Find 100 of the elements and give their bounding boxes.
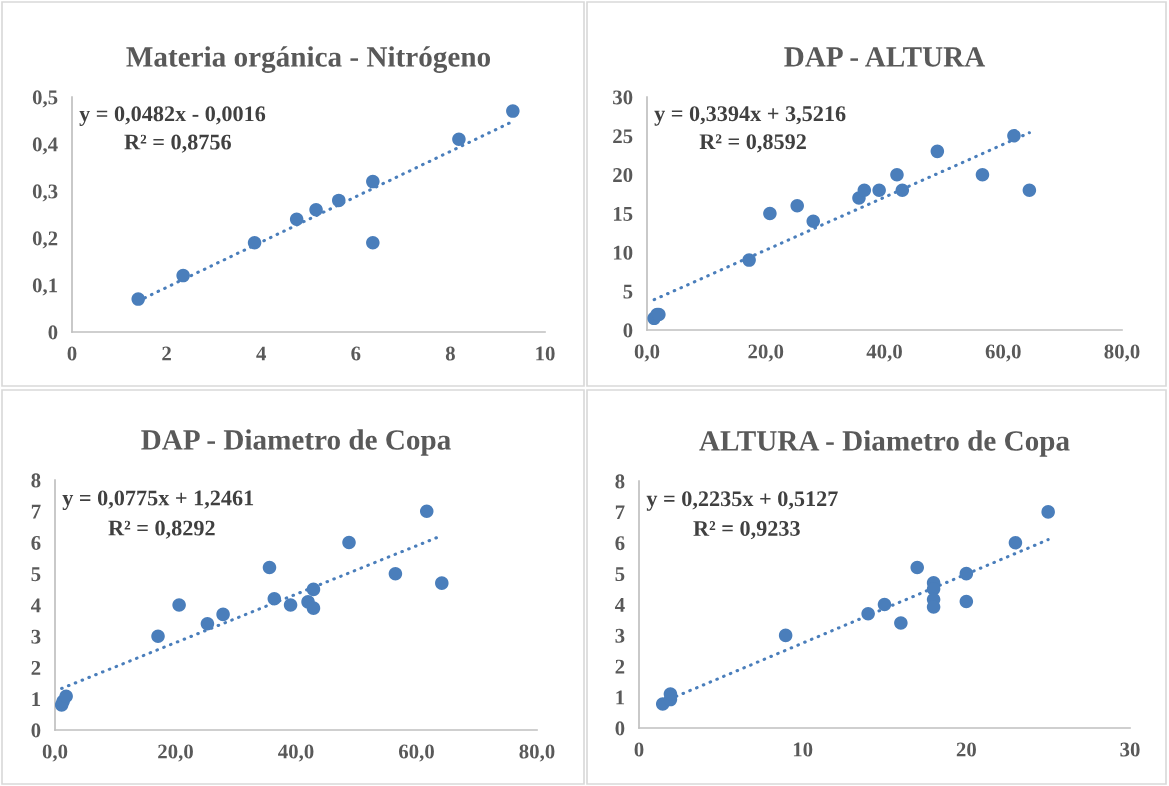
x-tick-label: 0,0 — [634, 344, 660, 362]
point — [506, 104, 520, 118]
point — [332, 193, 346, 208]
point — [176, 268, 190, 283]
y-tick-label: 0 — [615, 721, 625, 736]
y-tick-label: 15 — [613, 206, 633, 221]
point — [151, 629, 165, 644]
y-tick-label: 6 — [31, 535, 41, 550]
point — [366, 174, 380, 189]
y-tick-label: 4 — [30, 598, 41, 613]
x-tick-label: 60,0 — [398, 744, 434, 762]
point — [388, 566, 403, 581]
point — [890, 167, 904, 182]
point — [59, 689, 73, 704]
point — [910, 560, 924, 575]
y-tick-label: 0 — [623, 323, 633, 338]
x-tick-label: 80,0 — [519, 744, 555, 762]
x-tick-label: 10 — [536, 346, 555, 361]
y-tick-label: 4 — [614, 598, 625, 612]
y-tick-label: 8 — [615, 474, 625, 489]
x-tick-label: 8 — [445, 346, 455, 361]
chart-title: DAP - Diametro de Copa — [141, 429, 451, 456]
point — [309, 203, 323, 217]
point — [306, 582, 321, 597]
point — [790, 198, 804, 213]
point — [894, 616, 908, 630]
x-tick-label: 10 — [793, 742, 813, 757]
point — [419, 504, 434, 519]
annotation: y = 0,2235x + 0,5127 — [646, 491, 838, 511]
y-tick-label: 30 — [613, 90, 633, 105]
point — [806, 214, 821, 229]
y-tick-label: 20 — [613, 168, 633, 183]
point — [1008, 535, 1023, 550]
point — [452, 132, 466, 147]
point — [435, 576, 449, 590]
annotation: y = 0,0775x + 1,2461 — [62, 490, 254, 511]
point — [172, 598, 186, 612]
x-tick-label: 40,0 — [278, 744, 314, 762]
point — [267, 591, 282, 606]
x-tick-label: 40,0 — [866, 344, 902, 362]
annotation: y = 0,3394x + 3,5216 — [654, 106, 846, 126]
y-tick-label: 0 — [48, 325, 58, 340]
point — [877, 597, 892, 612]
y-tick-label: 25 — [613, 129, 633, 144]
annotation: y = 0,0482x - 0,0016 — [79, 106, 266, 126]
chart-title: DAP - ALTURA — [784, 47, 986, 67]
x-tick-label: 20 — [956, 742, 976, 757]
point — [262, 560, 277, 575]
y-tick-label: 0,2 — [32, 231, 58, 249]
point — [1007, 129, 1021, 143]
y-tick-label: 0 — [31, 723, 41, 738]
point — [959, 566, 974, 581]
point — [366, 235, 380, 250]
x-tick-label: 20,0 — [158, 744, 193, 762]
x-tick-label: 60,0 — [985, 344, 1021, 362]
y-tick-label: 5 — [615, 567, 625, 582]
chart-title: ALTURA - Diametro de Copa — [699, 430, 1070, 457]
x-tick-label: 4 — [256, 346, 267, 361]
point — [306, 601, 321, 615]
point — [975, 167, 990, 182]
point — [131, 292, 145, 306]
x-tick-label: 0 — [634, 742, 644, 757]
y-tick-label: 0,3 — [32, 184, 58, 202]
point — [861, 606, 875, 621]
y-tick-label: 0,1 — [32, 278, 58, 296]
point — [283, 598, 298, 612]
point — [895, 183, 910, 197]
point — [857, 183, 872, 197]
point — [216, 607, 230, 622]
y-tick-label: 1 — [32, 692, 41, 706]
point — [1041, 505, 1055, 519]
annotation: R² = 0,8592 — [699, 134, 806, 153]
point — [930, 144, 945, 159]
y-tick-label: 2 — [31, 660, 41, 675]
y-tick-label: 8 — [31, 473, 41, 488]
annotation: R² = 0,8292 — [108, 520, 215, 539]
annotation: R² = 0,8756 — [124, 134, 231, 153]
x-tick-label: 6 — [351, 346, 361, 361]
y-tick-label: 1 — [616, 690, 625, 705]
point — [247, 235, 262, 250]
point — [872, 183, 886, 197]
x-tick-label: 30 — [1120, 742, 1140, 757]
y-tick-label: 2 — [615, 659, 625, 674]
y-tick-label: 7 — [31, 504, 41, 519]
point — [200, 616, 215, 631]
x-tick-label: 80,0 — [1104, 344, 1140, 362]
y-tick-label: 5 — [31, 567, 41, 582]
x-tick-label: 2 — [162, 346, 171, 361]
point — [289, 212, 304, 226]
y-tick-label: 5 — [623, 284, 633, 299]
y-tick-label: 10 — [613, 245, 633, 260]
point — [959, 594, 974, 609]
point — [1022, 183, 1037, 197]
y-tick-label: 6 — [615, 536, 625, 551]
chart-title: Materia orgánica - Nitrógeno — [126, 46, 491, 73]
y-tick-label: 0,4 — [32, 137, 58, 155]
x-tick-label: 0 — [67, 346, 77, 361]
y-tick-label: 3 — [31, 629, 41, 644]
annotation: R² = 0,9233 — [693, 520, 800, 540]
point — [778, 628, 793, 643]
